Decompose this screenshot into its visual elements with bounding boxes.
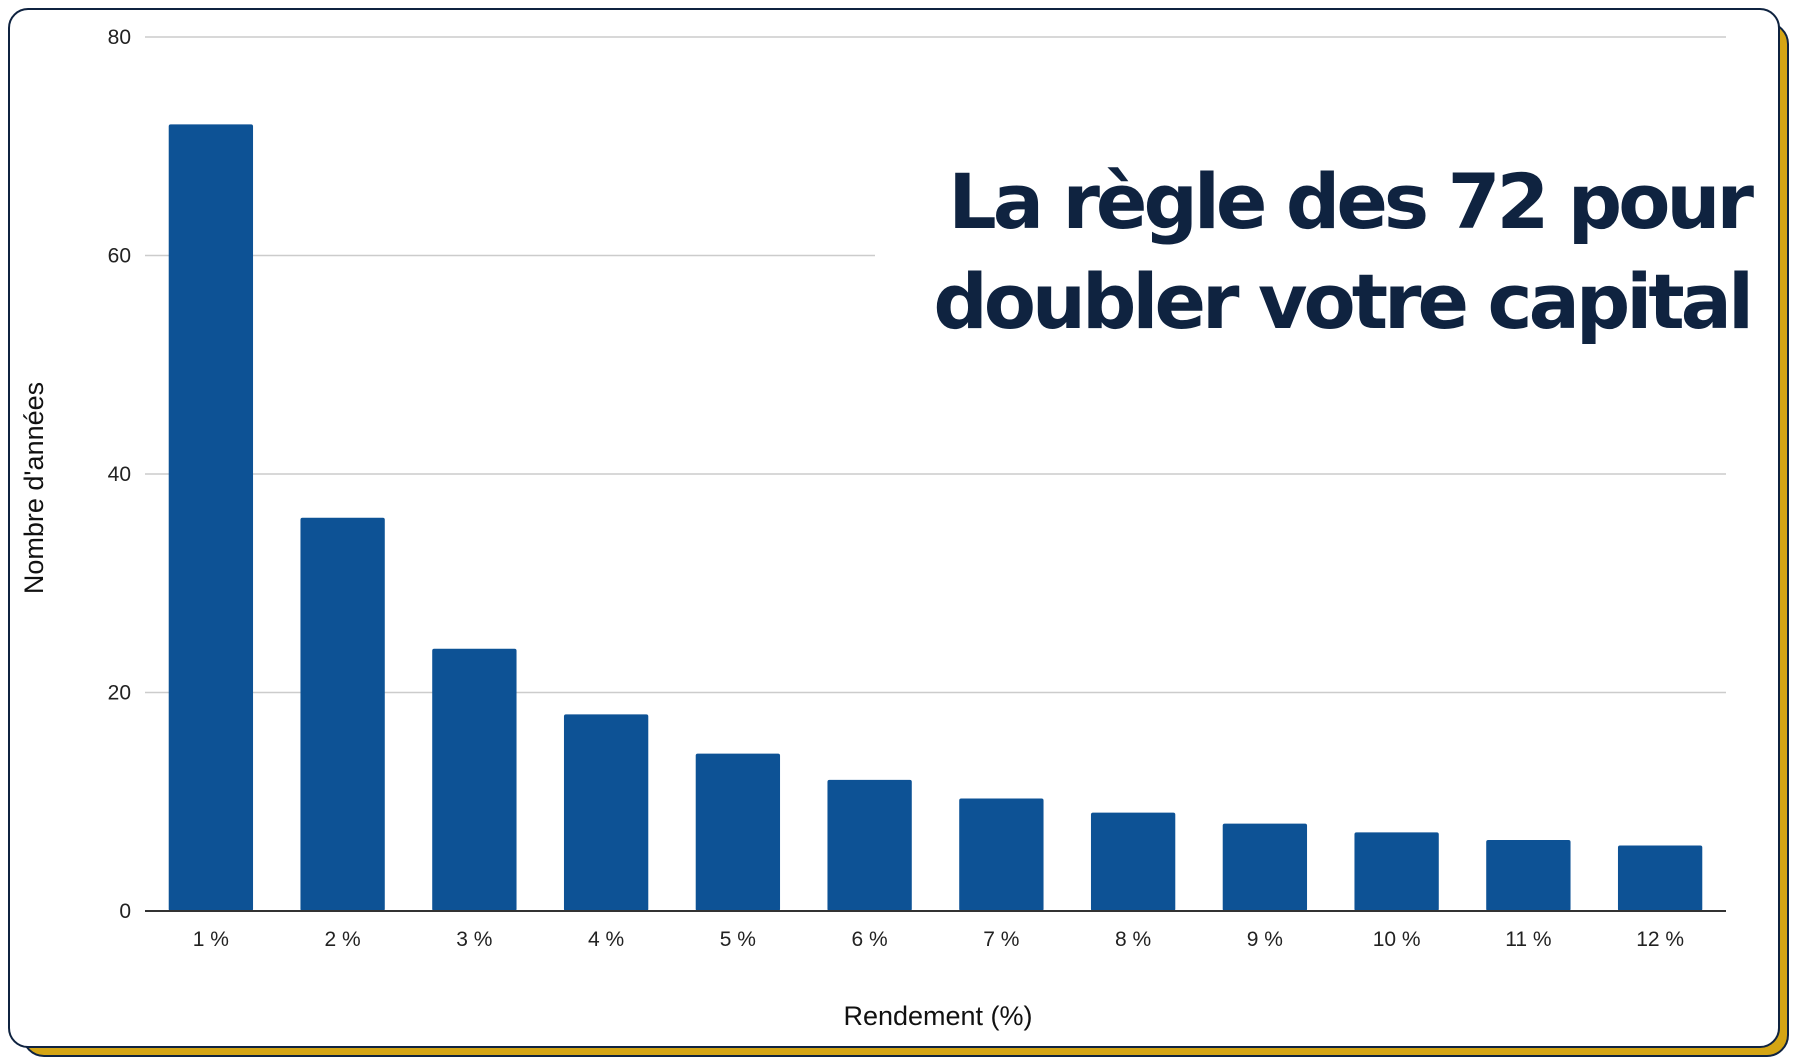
y-axis-title: Nombre d'années (19, 382, 49, 594)
chart-title-line-2: doubler votre capital (933, 257, 1754, 346)
x-tick-labels: 1 % 2 % 3 % 4 % 5 % 6 % 7 % 8 % 9 % 10 % 11 % 12 % (193, 928, 1684, 951)
x-tick-label: 4 % (588, 928, 624, 951)
x-tick-label: 3 % (456, 928, 492, 951)
bar (563, 714, 649, 911)
x-tick-label: 10 % (1373, 928, 1421, 951)
bar (168, 124, 254, 911)
y-tick-label: 60 (108, 245, 131, 268)
x-tick-label: 6 % (852, 928, 888, 951)
x-tick-label: 7 % (983, 928, 1019, 951)
x-tick-label: 8 % (1115, 928, 1151, 951)
bar (1090, 812, 1176, 911)
bars (168, 124, 1703, 911)
x-tick-label: 9 % (1247, 928, 1283, 951)
x-tick-label: 1 % (193, 928, 229, 951)
bar (1354, 832, 1439, 911)
y-tick-label: 80 (108, 26, 131, 49)
x-tick-label: 12 % (1636, 928, 1684, 951)
gridlines (145, 36, 1735, 694)
bar (1617, 845, 1703, 911)
y-tick-label: 0 (119, 900, 131, 923)
chart-title: La règle des 72 pour doubler votre capit… (900, 152, 1754, 352)
x-tick-label: 2 % (325, 928, 361, 951)
bar (1222, 823, 1308, 911)
title-backdrop (875, 150, 1735, 360)
bar (695, 753, 781, 911)
bar (1486, 839, 1571, 911)
x-axis-title: Rendement (%) (843, 1001, 1032, 1031)
bar (827, 779, 912, 911)
bar (432, 648, 517, 911)
x-tick-label: 11 % (1505, 928, 1551, 951)
y-tick-label: 20 (108, 682, 131, 705)
y-tick-label: 40 (108, 463, 131, 486)
y-tick-labels: 0 20 40 60 80 (108, 26, 131, 923)
bar (300, 517, 385, 911)
bar (959, 798, 1044, 911)
chart-title-line-1: La règle des 72 pour (948, 157, 1754, 246)
x-tick-label: 5 % (720, 928, 756, 951)
